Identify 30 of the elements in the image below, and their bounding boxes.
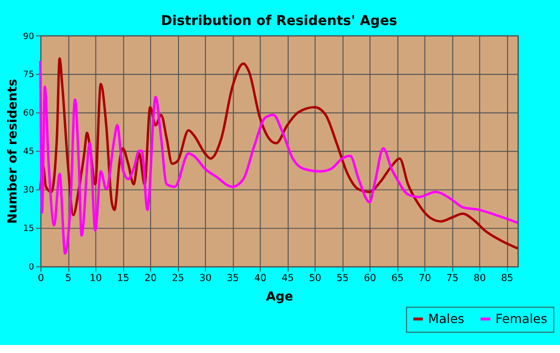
y-tick-label: 60 [23, 108, 34, 119]
x-tick-label: 5 [65, 273, 72, 284]
x-tick-label: 65 [391, 273, 404, 284]
y-tick-label: 90 [23, 32, 34, 42]
legend-label: Females [496, 310, 548, 326]
y-axis-title: Number of residents [4, 78, 20, 224]
x-tick-label: 15 [117, 273, 130, 284]
y-tick-label: 45 [23, 147, 34, 158]
x-tick-label: 35 [226, 273, 240, 284]
x-tick-label: 10 [90, 273, 102, 284]
y-tick-label: 30 [23, 186, 34, 196]
x-tick-label: 25 [172, 273, 184, 284]
x-tick-label: 70 [418, 273, 432, 284]
x-tick-label: 75 [446, 273, 458, 284]
x-tick-label: 80 [474, 273, 486, 284]
y-tick-label: 15 [23, 224, 34, 234]
x-tick-label: 55 [336, 273, 349, 284]
x-tick-label: 40 [254, 273, 266, 284]
x-tick-label: 50 [309, 273, 322, 284]
y-tick-label: 75 [23, 70, 34, 80]
chart-title: Distribution of Residents' Ages [160, 12, 398, 29]
x-axis-title: Age [266, 288, 294, 304]
y-tick-label: 0 [28, 262, 34, 273]
x-tick-label: 0 [38, 273, 44, 284]
x-tick-label: 85 [501, 273, 514, 284]
x-tick-label: 45 [282, 273, 294, 284]
legend-label: Males [428, 310, 464, 326]
x-tick-label: 60 [364, 273, 376, 284]
x-tick-label: 30 [199, 273, 212, 284]
x-tick-label: 20 [144, 273, 157, 284]
